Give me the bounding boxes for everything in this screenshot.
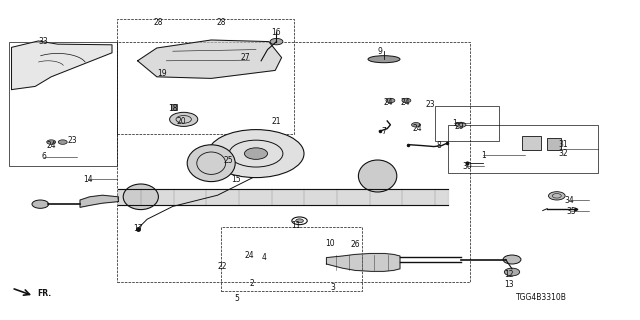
- Circle shape: [270, 38, 283, 45]
- Text: 8: 8: [436, 141, 441, 150]
- Text: 14: 14: [83, 175, 93, 184]
- Circle shape: [47, 140, 56, 144]
- Text: 30: 30: [462, 162, 472, 171]
- Text: 33: 33: [38, 37, 49, 46]
- Text: 35: 35: [566, 207, 576, 216]
- Text: 15: 15: [230, 175, 241, 184]
- Text: 16: 16: [271, 28, 282, 36]
- Circle shape: [503, 255, 521, 264]
- Text: 9: 9: [377, 47, 382, 56]
- Text: 24: 24: [244, 252, 255, 260]
- Text: 21: 21: [272, 117, 281, 126]
- Text: 29: 29: [454, 122, 465, 131]
- Text: 28: 28: [216, 18, 225, 27]
- Text: 5: 5: [234, 294, 239, 303]
- Text: 12: 12: [504, 270, 513, 279]
- Circle shape: [412, 123, 420, 127]
- Text: 1: 1: [481, 151, 486, 160]
- Text: 13: 13: [504, 280, 514, 289]
- Text: 22: 22: [218, 262, 227, 271]
- Text: 7: 7: [381, 127, 387, 136]
- Text: 1: 1: [452, 119, 457, 128]
- Circle shape: [170, 112, 198, 126]
- Polygon shape: [80, 195, 118, 207]
- Text: 2: 2: [249, 279, 254, 288]
- Text: 23: 23: [425, 100, 435, 108]
- Circle shape: [32, 200, 49, 208]
- Circle shape: [504, 268, 520, 276]
- Circle shape: [456, 122, 466, 127]
- Text: 11: 11: [292, 221, 301, 230]
- Text: 20: 20: [176, 117, 186, 126]
- Text: 24: 24: [400, 98, 410, 107]
- Text: TGG4B3310B: TGG4B3310B: [516, 293, 566, 302]
- Polygon shape: [12, 41, 112, 90]
- Bar: [522, 136, 541, 150]
- Text: 17: 17: [132, 224, 143, 233]
- Polygon shape: [326, 253, 400, 271]
- Ellipse shape: [368, 56, 400, 63]
- Circle shape: [208, 130, 304, 178]
- Text: 28: 28: [154, 18, 163, 27]
- Text: 31: 31: [558, 140, 568, 148]
- Bar: [547, 138, 561, 150]
- Text: 4: 4: [262, 253, 267, 262]
- Text: 18: 18: [168, 104, 177, 113]
- Text: 24: 24: [46, 141, 56, 150]
- Text: 10: 10: [324, 239, 335, 248]
- Circle shape: [548, 192, 565, 200]
- Circle shape: [296, 219, 303, 223]
- Text: 23: 23: [67, 136, 77, 145]
- Text: 32: 32: [558, 149, 568, 158]
- Text: FR.: FR.: [37, 289, 51, 298]
- Circle shape: [244, 148, 268, 159]
- Text: 19: 19: [157, 69, 167, 78]
- Text: 6: 6: [41, 152, 46, 161]
- Text: 3: 3: [330, 284, 335, 292]
- Circle shape: [386, 98, 395, 103]
- Polygon shape: [138, 40, 282, 78]
- Circle shape: [402, 98, 411, 103]
- Text: 26: 26: [350, 240, 360, 249]
- Ellipse shape: [124, 184, 159, 210]
- Ellipse shape: [188, 145, 236, 182]
- Text: 24: 24: [383, 98, 394, 107]
- Circle shape: [58, 140, 67, 144]
- Text: 24: 24: [412, 124, 422, 132]
- Text: 34: 34: [564, 196, 575, 204]
- Text: 25: 25: [223, 156, 233, 164]
- Text: 27: 27: [240, 53, 250, 62]
- Ellipse shape: [358, 160, 397, 192]
